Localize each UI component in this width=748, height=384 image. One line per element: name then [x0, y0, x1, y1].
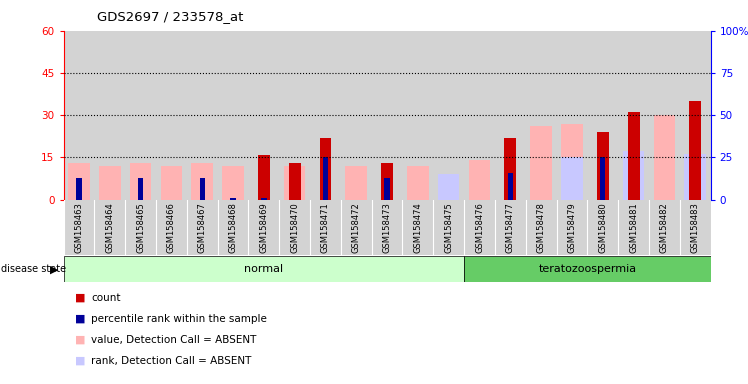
Bar [587, 31, 618, 200]
Bar [654, 115, 675, 200]
Text: value, Detection Call = ABSENT: value, Detection Call = ABSENT [91, 335, 257, 345]
Bar [402, 31, 433, 200]
Bar [156, 31, 187, 200]
Bar [218, 31, 248, 200]
Text: GSM158483: GSM158483 [690, 202, 699, 253]
Text: GSM158470: GSM158470 [290, 202, 299, 253]
Bar [76, 178, 82, 200]
Text: GSM158469: GSM158469 [260, 202, 269, 253]
Bar [289, 163, 301, 200]
Bar [464, 256, 711, 282]
Bar [381, 163, 393, 200]
Bar [284, 166, 305, 200]
Text: percentile rank within the sample: percentile rank within the sample [91, 314, 267, 324]
Bar [319, 138, 331, 200]
Text: GSM158467: GSM158467 [197, 202, 206, 253]
Text: ▶: ▶ [50, 264, 58, 274]
Bar [689, 101, 701, 200]
Text: GSM158464: GSM158464 [105, 202, 114, 253]
Bar [469, 160, 490, 200]
Bar [557, 31, 587, 200]
Bar [495, 31, 526, 200]
Bar [200, 178, 205, 200]
Bar [279, 31, 310, 200]
Bar [464, 31, 495, 200]
Bar [261, 198, 266, 200]
Bar [323, 157, 328, 200]
Bar [248, 31, 279, 200]
Text: GSM158472: GSM158472 [352, 202, 361, 253]
Text: GSM158474: GSM158474 [414, 202, 423, 253]
Text: rank, Detection Call = ABSENT: rank, Detection Call = ABSENT [91, 356, 251, 366]
Text: GSM158466: GSM158466 [167, 202, 176, 253]
Text: GSM158465: GSM158465 [136, 202, 145, 253]
Bar [99, 166, 120, 200]
Bar [600, 157, 605, 200]
Bar [187, 31, 218, 200]
Bar [64, 31, 94, 200]
Bar [530, 126, 552, 200]
Text: GSM158468: GSM158468 [229, 202, 238, 253]
Bar [94, 31, 125, 200]
Bar [504, 138, 516, 200]
Text: GSM158481: GSM158481 [629, 202, 638, 253]
Bar [684, 154, 706, 200]
Bar [597, 132, 609, 200]
Bar [346, 166, 367, 200]
Bar [680, 31, 711, 200]
Bar [433, 31, 464, 200]
Bar [138, 178, 144, 200]
Bar [258, 155, 270, 200]
Bar [64, 256, 464, 282]
Text: teratozoospermia: teratozoospermia [539, 264, 637, 274]
Bar [130, 163, 151, 200]
Text: GSM158478: GSM158478 [536, 202, 545, 253]
Text: GSM158479: GSM158479 [568, 202, 577, 253]
Bar [222, 166, 244, 200]
Text: GSM158471: GSM158471 [321, 202, 330, 253]
Text: normal: normal [245, 264, 283, 274]
Text: GSM158475: GSM158475 [444, 202, 453, 253]
Bar [618, 31, 649, 200]
Bar [649, 31, 680, 200]
Text: ■: ■ [75, 335, 85, 345]
Bar [68, 163, 90, 200]
Text: ■: ■ [75, 293, 85, 303]
Bar [384, 178, 390, 200]
Bar [372, 31, 402, 200]
Text: disease state: disease state [1, 264, 66, 274]
Text: GDS2697 / 233578_at: GDS2697 / 233578_at [97, 10, 244, 23]
Bar [191, 163, 213, 200]
Text: GSM158480: GSM158480 [598, 202, 607, 253]
Bar [623, 151, 644, 200]
Bar [407, 166, 429, 200]
Bar [230, 198, 236, 200]
Bar [438, 174, 459, 200]
Bar [561, 124, 583, 200]
Bar [161, 166, 183, 200]
Text: GSM158476: GSM158476 [475, 202, 484, 253]
Text: ■: ■ [75, 356, 85, 366]
Bar [508, 173, 513, 200]
Text: count: count [91, 293, 120, 303]
Text: GSM158482: GSM158482 [660, 202, 669, 253]
Text: GSM158477: GSM158477 [506, 202, 515, 253]
Bar [628, 113, 640, 200]
Bar [526, 31, 557, 200]
Bar [561, 157, 583, 200]
Bar [125, 31, 156, 200]
Text: GSM158463: GSM158463 [75, 202, 84, 253]
Bar [310, 31, 341, 200]
Text: GSM158473: GSM158473 [382, 202, 392, 253]
Text: ■: ■ [75, 314, 85, 324]
Bar [341, 31, 372, 200]
